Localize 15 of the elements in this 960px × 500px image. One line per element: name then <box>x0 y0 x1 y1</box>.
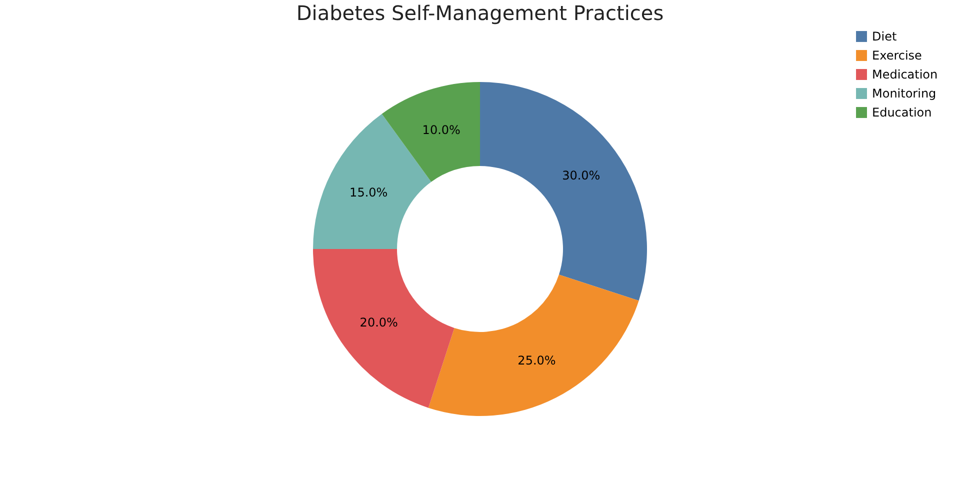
legend-label: Exercise <box>872 48 922 62</box>
legend-label: Education <box>872 106 932 120</box>
data-label: 10.0% <box>422 123 460 138</box>
data-label: 20.0% <box>360 315 398 330</box>
donut-slice <box>428 274 639 416</box>
legend-label: Medication <box>872 68 938 82</box>
legend-label: Diet <box>872 30 897 44</box>
donut-slice <box>480 82 647 301</box>
data-label: 30.0% <box>562 168 600 183</box>
donut-slice <box>313 249 454 408</box>
chart-title: Diabetes Self-Management Practices <box>296 1 664 25</box>
data-label: 25.0% <box>518 353 556 368</box>
data-label: 15.0% <box>350 185 388 200</box>
donut-slice <box>382 82 480 182</box>
legend-label: Monitoring <box>872 86 936 100</box>
